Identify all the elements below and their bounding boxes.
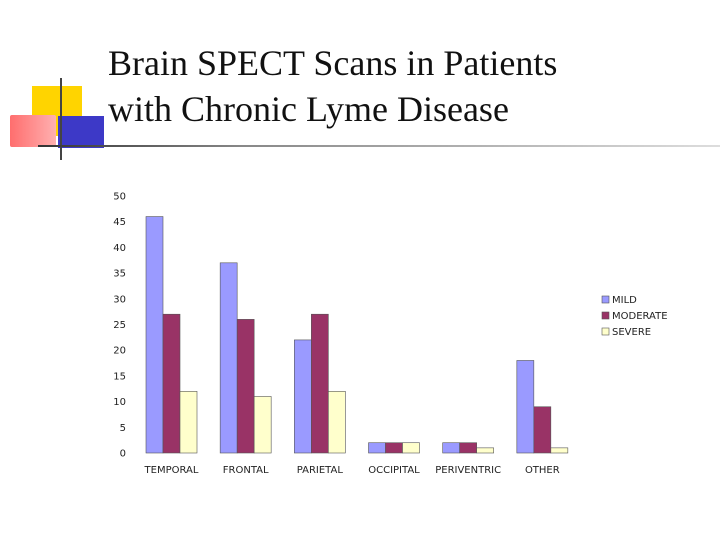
bar-mild-parietal (294, 339, 312, 454)
bar-moderate-parietal (311, 313, 329, 454)
decor-horizontal-line (38, 145, 720, 147)
decor-blue-block (58, 116, 104, 148)
legend-label-mild: MILD (612, 295, 637, 306)
y-tick-label-50: 50 (113, 192, 126, 203)
slide-title-line2: with Chronic Lyme Disease (108, 89, 509, 129)
legend-swatch-moderate (601, 311, 610, 320)
bar-severe-frontal (253, 396, 272, 454)
slide-title: Brain SPECT Scans in Patients with Chron… (108, 40, 708, 132)
bar-severe-periventric (476, 447, 494, 454)
bar-mild-occipital (368, 442, 386, 454)
x-tick-label-occipital: OCCIPITAL (368, 465, 420, 476)
bar-moderate-occipital (385, 442, 403, 454)
x-tick-label-parietal: PARIETAL (297, 465, 344, 476)
bar-severe-occipital (402, 442, 420, 454)
y-tick-label-20: 20 (113, 346, 126, 357)
bar-mild-periventric (442, 442, 460, 454)
bar-severe-temporal (179, 391, 198, 454)
y-tick-label-5: 5 (120, 423, 126, 434)
legend-swatch-severe (601, 327, 610, 336)
bar-chart: 0 5 10 15 20 25 30 35 40 45 50 TEMPORAL FRONTAL PARIE… (113, 192, 668, 477)
y-tick-label-40: 40 (113, 243, 126, 254)
y-tick-label-15: 15 (113, 371, 126, 382)
x-tick-label-frontal: FRONTAL (223, 465, 269, 476)
x-tick-label-periventric: PERIVENTRIC (435, 465, 501, 476)
y-tick-label-30: 30 (113, 294, 126, 305)
y-tick-label-35: 35 (113, 269, 126, 280)
y-tick-label-25: 25 (113, 320, 126, 331)
bar-moderate-other (533, 406, 552, 454)
legend-label-severe: SEVERE (612, 327, 651, 338)
bar-severe-other (550, 447, 569, 454)
bar-moderate-periventric (459, 442, 477, 454)
slide-title-line1: Brain SPECT Scans in Patients (108, 43, 558, 83)
bar-mild-other (516, 360, 535, 454)
bar-severe-parietal (328, 391, 346, 454)
x-tick-label-other: OTHER (525, 465, 560, 476)
legend-swatch-mild (601, 295, 610, 304)
y-tick-label-10: 10 (113, 397, 126, 408)
y-tick-label-45: 45 (113, 217, 126, 228)
decor-red-block (10, 115, 56, 147)
bar-mild-temporal (145, 216, 164, 454)
bar-mild-frontal (219, 262, 238, 454)
legend-label-moderate: MODERATE (612, 311, 668, 322)
bar-moderate-temporal (162, 313, 181, 454)
x-tick-label-temporal: TEMPORAL (144, 465, 199, 476)
y-tick-label-0: 0 (120, 449, 126, 460)
bar-moderate-frontal (236, 319, 255, 454)
decor-vertical-line (60, 78, 62, 160)
